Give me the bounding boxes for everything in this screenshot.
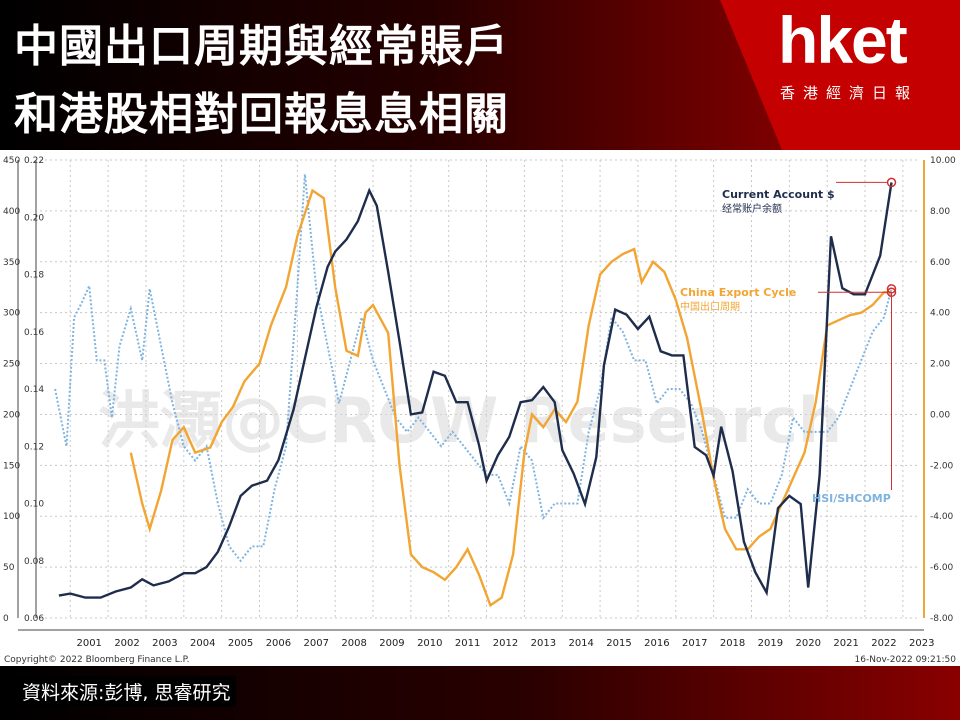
x-tick-label: 2010 [417, 638, 442, 649]
x-tick-label: 2022 [871, 638, 896, 649]
left-outer-tick-label: 100 [3, 512, 20, 522]
annotation-label-cn: 中国出口周期 [680, 300, 740, 313]
chart-axes: 2001 2002 2003 2004 2005 2006 2007 2008 2009 2010… [3, 156, 956, 649]
left-outer-tick-label: 150 [3, 461, 20, 471]
right-axis-tick-label: -2.00 [930, 461, 954, 471]
right-axis-tick-label: 4.00 [930, 309, 950, 319]
x-tick-label: 2021 [833, 638, 858, 649]
left-outer-tick-label: 200 [3, 410, 20, 420]
x-tick-label: 2005 [228, 638, 253, 649]
x-tick-label: 2004 [190, 638, 215, 649]
left-outer-tick-label: 0 [3, 614, 9, 624]
right-axis-tick-label: 10.00 [930, 156, 956, 166]
left-inner-tick-label: 0.16 [24, 328, 44, 338]
series-line-china-export-cycle [129, 188, 892, 608]
left-outer-tick-label: 450 [3, 156, 20, 166]
timestamp-label: 16-Nov-2022 09:21:50 [855, 655, 957, 665]
right-axis-tick-label: 8.00 [930, 207, 950, 217]
source-note: 資料來源:彭博, 思睿研究 [16, 676, 237, 707]
annotation-label: China Export Cycle [680, 286, 796, 299]
right-axis-tick-label: 2.00 [930, 360, 950, 370]
page-title-line-1: 中國出口周期與經常賬戶 [14, 21, 509, 72]
left-inner-tick-label: 0.22 [24, 156, 44, 166]
left-outer-tick-label: 300 [3, 309, 20, 319]
x-tick-label: 2008 [341, 638, 366, 649]
left-inner-tick-label: 0.14 [24, 385, 44, 395]
series-line-current-account- [58, 182, 893, 599]
left-inner-tick-label: 0.20 [24, 213, 44, 223]
x-tick-label: 2016 [644, 638, 669, 649]
watermark: 洪灝@CROW Research [98, 384, 842, 457]
left-inner-tick-label: 0.08 [24, 557, 44, 567]
x-tick-label: 2015 [606, 638, 631, 649]
annotation-label-cn: 经常账户余额 [722, 202, 782, 215]
x-tick-label: 2009 [379, 638, 404, 649]
page-title-line-2: 和港股相對回報息息相關 [14, 89, 509, 140]
chart-svg: 洪灝@CROW Research 2001 2002 2003 2004 2005 200… [3, 156, 957, 665]
x-tick-label: 2019 [758, 638, 783, 649]
left-outer-tick-label: 250 [3, 360, 20, 370]
logo-background [720, 0, 960, 150]
annotation-label: HSI/SHCOMP [812, 492, 891, 505]
x-tick-label: 2007 [304, 638, 329, 649]
chart-annotations: Current Account $经常账户余额 China Export Cycl… [680, 177, 897, 505]
x-tick-label: 2013 [531, 638, 556, 649]
x-tick-label: 2023 [909, 638, 934, 649]
header-banner: 中國出口周期與經常賬戶 和港股相對回報息息相關 hket 香港經濟日報 [0, 0, 960, 150]
chart-area: 洪灝@CROW Research 2001 2002 2003 2004 2005 200… [0, 150, 960, 666]
x-tick-label: 2020 [796, 638, 821, 649]
x-tick-label: 2012 [493, 638, 518, 649]
left-inner-tick-label: 0.18 [24, 271, 44, 281]
series-line-hsi-shcomp [54, 174, 893, 563]
x-tick-label: 2014 [568, 638, 593, 649]
annotation-label: Current Account $ [722, 188, 835, 201]
x-tick-label: 2001 [76, 638, 101, 649]
right-axis-tick-label: -6.00 [930, 563, 954, 573]
right-axis-tick-label: -4.00 [930, 512, 954, 522]
hket-logo-subtitle: 香港經濟日報 [780, 84, 919, 102]
left-inner-tick-label: 0.10 [24, 500, 44, 510]
x-tick-label: 2003 [152, 638, 177, 649]
x-tick-label: 2017 [682, 638, 707, 649]
x-tick-label: 2018 [720, 638, 745, 649]
x-tick-label: 2006 [266, 638, 291, 649]
left-inner-tick-label: 0.06 [24, 614, 44, 624]
left-inner-tick-label: 0.12 [24, 442, 44, 452]
left-outer-tick-label: 50 [3, 563, 15, 573]
x-tick-label: 2002 [114, 638, 139, 649]
chart-grid [40, 159, 918, 619]
chart-series [54, 174, 893, 608]
left-outer-tick-label: 400 [3, 207, 20, 217]
right-axis-tick-label: 6.00 [930, 258, 950, 268]
left-outer-tick-label: 350 [3, 258, 20, 268]
right-axis-tick-label: 0.00 [930, 410, 950, 420]
x-tick-label: 2011 [455, 638, 480, 649]
hket-logo: hket [778, 3, 908, 77]
copyright-label: Copyright© 2022 Bloomberg Finance L.P. [4, 655, 189, 665]
right-axis-tick-label: -8.00 [930, 614, 954, 624]
